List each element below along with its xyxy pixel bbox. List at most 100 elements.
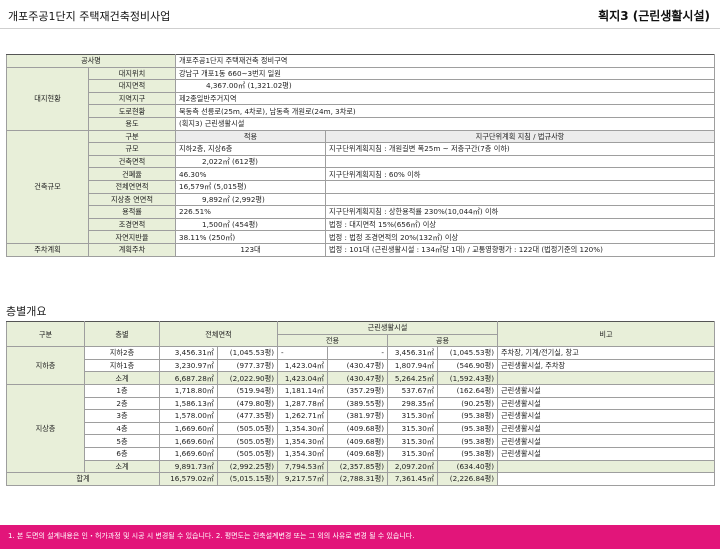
total-label: 합계 [6,472,160,486]
row-label: 계획주차 [88,242,176,257]
private-pyeong: (430.47평) [327,358,389,373]
parking-group-label: 주차계획 [6,242,89,257]
total-area: 1,586.13㎡ [159,396,218,411]
note [497,371,716,385]
rule-value: 지구단위계획지침 : 상한용적률 230%(10,044㎡) 이하 [325,205,715,219]
total-area: 6,687.28㎡ [159,371,218,385]
row-label: 대지면적 [88,79,176,93]
head-floor: 층별 [84,320,160,348]
table-row: 건폐율 46.30% 지구단위계획지침 : 60% 이하 [7,167,715,181]
table-row: 지하1층 3,230.97㎡ (977.37평) 1,423.04㎡ (430.47평)… [7,358,716,373]
col-head-apply: 적용 [175,129,326,144]
common-pyeong: (95.38평) [437,421,499,436]
row-label: 건축면적 [88,154,176,169]
table-row: 5층 1,669.60㎡ (505.05평) 1,354.30㎡ (409.68평) 31… [7,434,716,448]
private-pyeong: (381.97평) [327,409,389,423]
common-area: 7,361.45㎡ [387,472,439,486]
total-pyeong: (5,015.15평) [216,472,279,486]
private-area: 1,423.04㎡ [277,358,329,373]
private-area: 7,794.53㎡ [277,459,329,474]
private-area: - [277,346,329,360]
note: 근린생활시설 [497,396,716,411]
apply-value: 1,500㎡ (454평) [175,217,326,232]
private-area: 1,354.30㎡ [277,434,329,448]
table-row: 전체연면적 16,579㎡ (5,015평) [7,179,715,194]
private-pyeong: (2,357.85평) [327,459,389,474]
total-pyeong: (1,045.53평) [216,346,279,360]
table-row: 공사명 개포주공1단지 주택재건축 정비구역 [6,54,715,68]
footer-note: 1. 본 도면의 설계내용은 인・허가과정 및 시공 시 변경될 수 있습니다.… [8,532,415,540]
private-area: 1,354.30㎡ [277,421,329,436]
note: 근린생활시설 [497,409,716,423]
apply-value: 9,892㎡ (2,992평) [175,192,326,207]
table-row: 지상층 1층 1,718.80㎡ (519.94평) 1,181.14㎡ (357.29평… [6,383,716,474]
common-pyeong: (162.64평) [437,383,499,398]
table-row: 2층 1,586.13㎡ (479.80평) 1,287.78㎡ (389.55평) 29… [7,396,716,411]
total-area: 1,718.80㎡ [159,383,218,398]
table-row: 소계 6,687.28㎡ (2,022.90평) 1,423.04㎡ (430.47평)… [7,371,716,385]
common-pyeong: (95.38평) [437,434,499,448]
table-row: 구분 층별 전체면적 근린생활시설 비고 [6,320,716,348]
apply-value: 지하2층, 지상6층 [175,142,326,156]
common-area: 315.30㎡ [387,434,439,448]
table-row: 건축규모 구분 적용 지구단위계획 지침 / 법규사항 [6,129,715,244]
floor-label: 지하1층 [84,358,160,373]
table-row: 지상층 연면적 9,892㎡ (2,992평) [7,192,715,207]
common-pyeong: (95.38평) [437,446,499,461]
common-area: 5,264.25㎡ [387,371,439,385]
private-pyeong: (409.68평) [327,421,389,436]
table-row: 조경면적 1,500㎡ (454평) 법정 : 대지면적 15%(656㎡) 이… [7,217,715,232]
rule-value: 법정 : 101대 (근린생활시설 : 134㎡당 1대) / 교통영향평가 :… [325,242,715,257]
common-area: 315.30㎡ [387,409,439,423]
total-area: 3,230.97㎡ [159,358,218,373]
common-area: 315.30㎡ [387,446,439,461]
total-pyeong: (519.94평) [216,383,279,398]
site-group-label: 대지현황 [6,66,89,131]
floor-label: 소계 [84,371,160,385]
note: 근린생활시설, 주차장 [497,358,716,373]
row-label: 용도 [88,116,176,131]
common-pyeong: (95.38평) [437,409,499,423]
private-area: 1,287.78㎡ [277,396,329,411]
private-pyeong: (389.55평) [327,396,389,411]
table-row: 건축면적 2,022㎡ (612평) [7,154,715,169]
total-pyeong: (2,992.25평) [216,459,279,474]
total-pyeong: (2,022.90평) [216,371,279,385]
table-row: 3층 1,578.00㎡ (477.35평) 1,262.71㎡ (381.97평) 31… [7,409,716,423]
private-area: 1,423.04㎡ [277,371,329,385]
common-area: 1,807.94㎡ [387,358,439,373]
floor-label: 3층 [84,409,160,423]
table-row: 주차계획 계획주차 123대 법정 : 101대 (근린생활시설 : 134㎡당… [6,242,715,257]
common-area: 315.30㎡ [387,421,439,436]
total-area: 1,669.60㎡ [159,434,218,448]
total-pyeong: (505.05평) [216,421,279,436]
col-head-rule: 지구단위계획 지침 / 법규사항 [325,129,715,144]
group-label: 지상층 [6,383,85,474]
row-value: 북동측 선릉로(25m, 4차로), 남동측 개원로(24m, 3차로) [175,104,715,118]
common-pyeong: (1,045.53평) [437,346,499,360]
row-label: 규모 [88,142,176,156]
table-row: 소계 9,891.73㎡ (2,992.25평) 7,794.53㎡ (2,357.85… [7,459,716,474]
floor-label: 지하2층 [84,346,160,360]
head-common: 공용 [387,333,499,348]
table-row: 규모 지하2층, 지상6층 지구단위계획지침 : 개원길변 폭25m ~ 저층구… [7,142,715,156]
common-pyeong: (90.25평) [437,396,499,411]
project-value: 개포주공1단지 주택재건축 정비구역 [175,54,715,68]
floor-label: 6층 [84,446,160,461]
common-pyeong: (1,592.43평) [437,371,499,385]
table-row: 6층 1,669.60㎡ (505.05평) 1,354.30㎡ (409.68평) 31… [7,446,716,461]
common-pyeong: (546.90평) [437,358,499,373]
total-area: 3,456.31㎡ [159,346,218,360]
apply-value: 38.11% (250㎡) [175,230,326,244]
total-area: 9,891.73㎡ [159,459,218,474]
section-title: 층별개요 [6,305,47,318]
common-pyeong: (2,226.84평) [437,472,499,486]
row-label: 대지위치 [88,66,176,81]
apply-value: 2,022㎡ (612평) [175,154,326,169]
page-title: 개포주공1단지 주택재건축정비사업 [8,10,171,23]
col-head-item: 구분 [88,129,176,144]
note: 근린생활시설 [497,446,716,461]
private-area: 1,354.30㎡ [277,446,329,461]
row-label: 조경면적 [88,217,176,232]
lot-badge: 획지3 (근린생활시설) [598,9,710,23]
